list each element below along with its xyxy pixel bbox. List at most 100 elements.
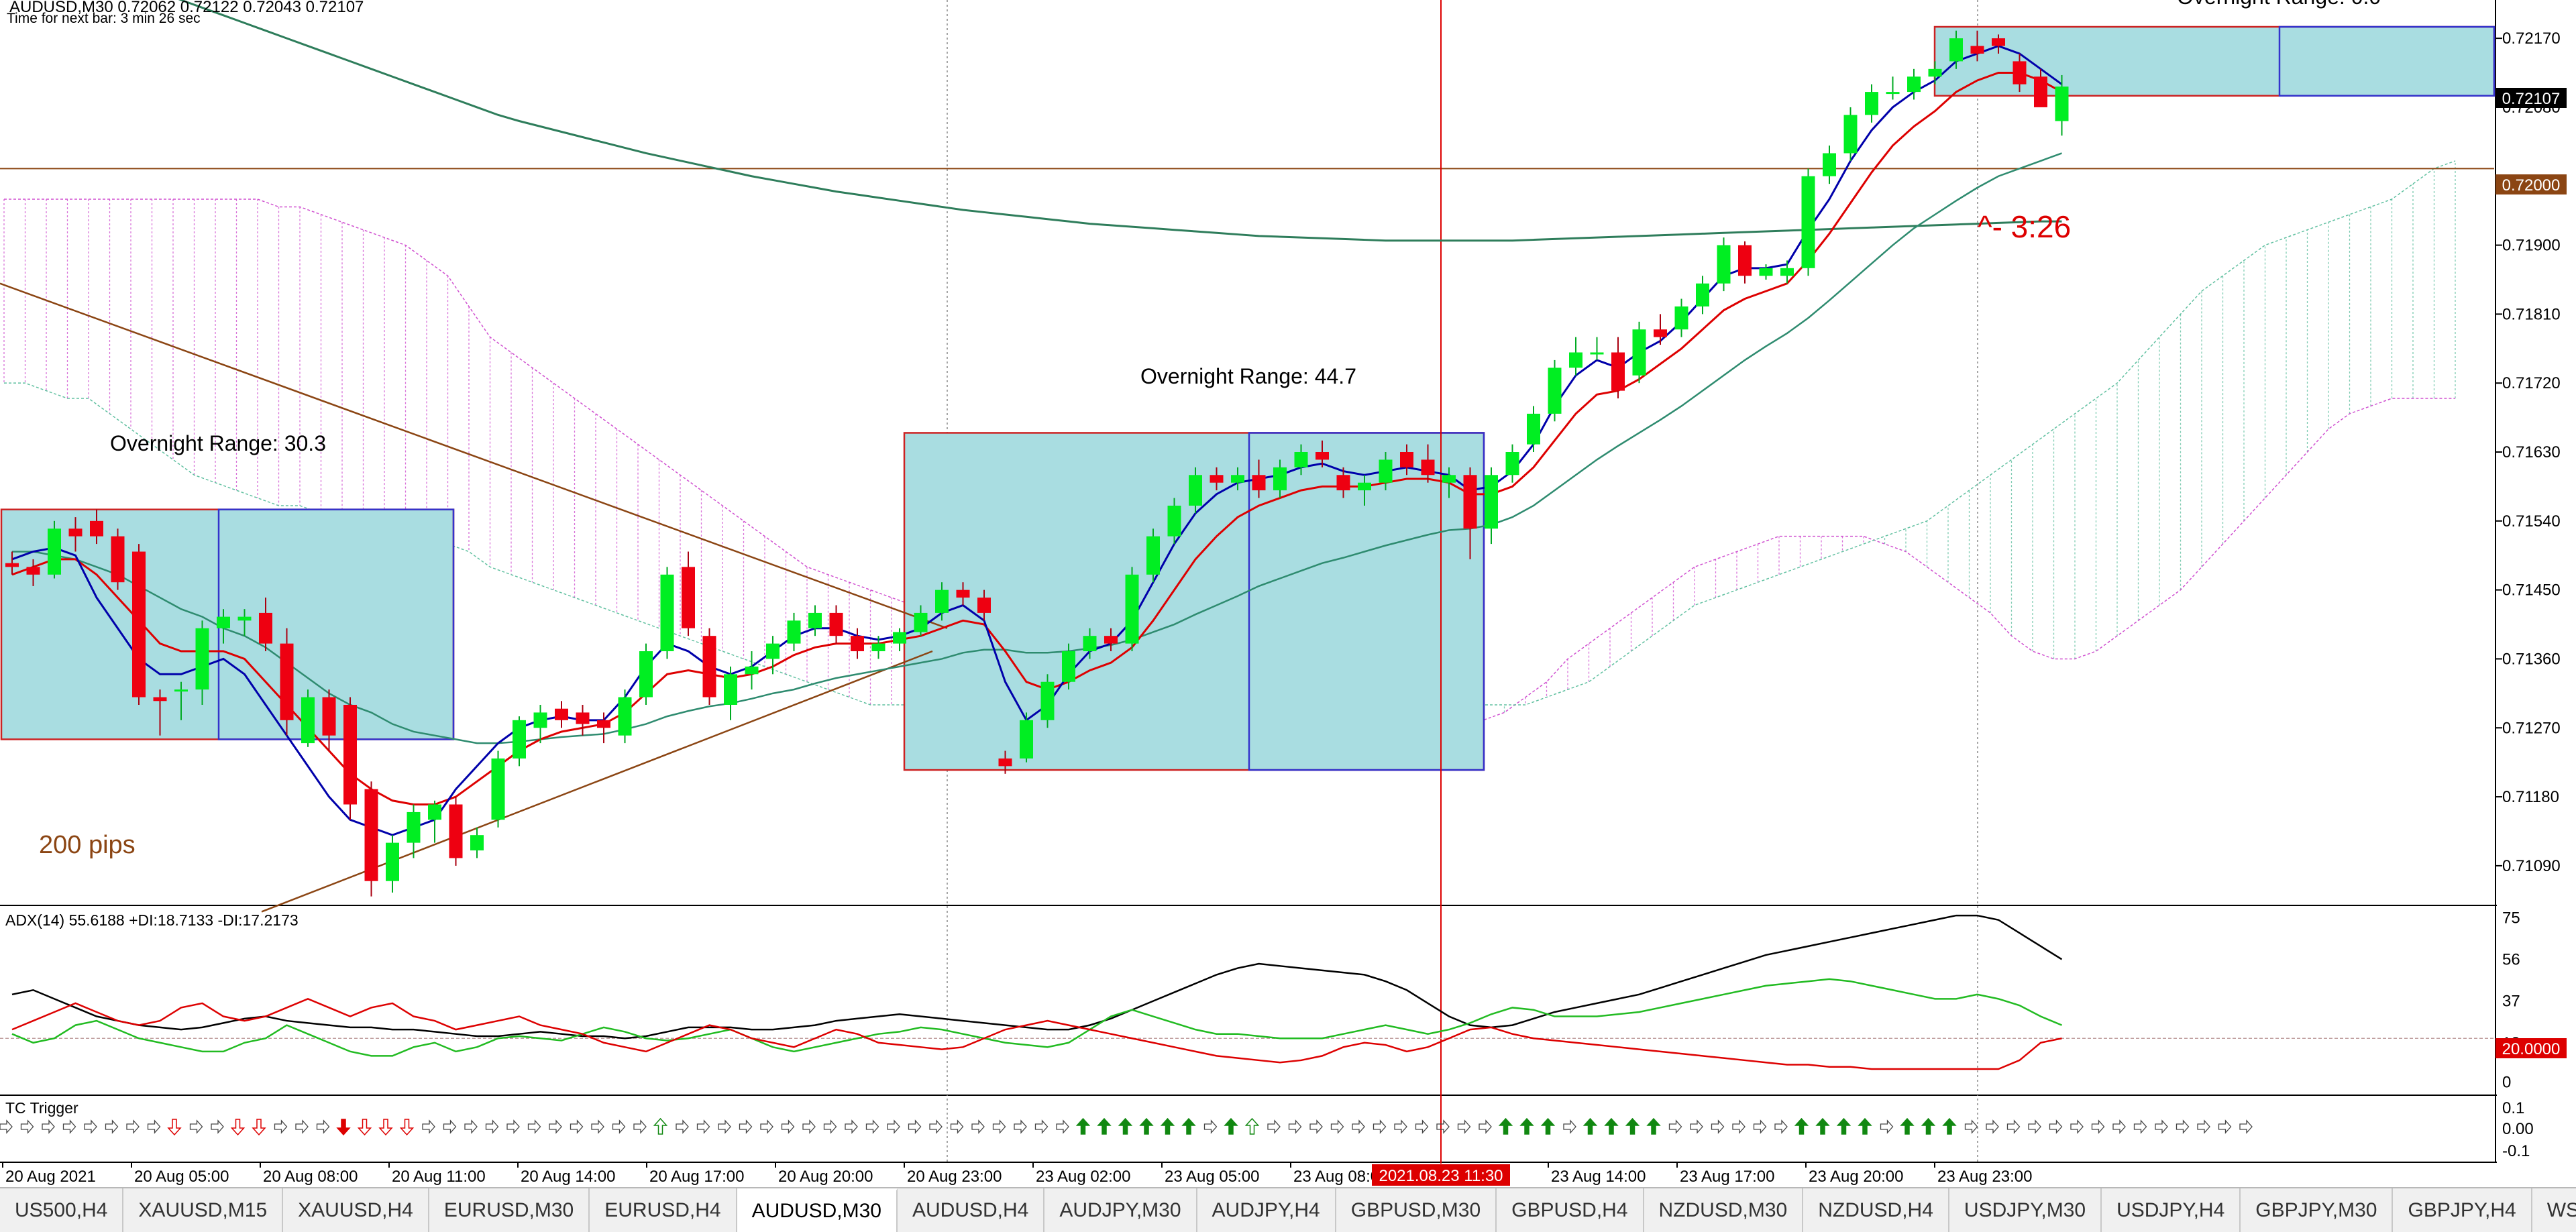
candle-body[interactable] bbox=[576, 712, 590, 724]
candle-body[interactable] bbox=[1992, 38, 2005, 46]
candle-body[interactable] bbox=[1865, 92, 1878, 115]
candle-body[interactable] bbox=[364, 789, 378, 881]
candle-body[interactable] bbox=[702, 636, 716, 697]
tab-audusd-m30[interactable]: AUDUSD,M30 bbox=[737, 1188, 898, 1232]
candle-body[interactable] bbox=[1780, 268, 1794, 276]
tab-eurusd-h4[interactable]: EURUSD,H4 bbox=[590, 1188, 737, 1232]
tab-us500-h4[interactable]: US500,H4 bbox=[0, 1188, 124, 1232]
candle-body[interactable] bbox=[745, 666, 759, 675]
candle-body[interactable] bbox=[1400, 452, 1413, 467]
candle-body[interactable] bbox=[1062, 651, 1075, 682]
candle-body[interactable] bbox=[639, 651, 653, 697]
candle-body[interactable] bbox=[1527, 413, 1540, 445]
tab-audusd-h4[interactable]: AUDUSD,H4 bbox=[898, 1188, 1045, 1232]
candle-body[interactable] bbox=[386, 842, 399, 881]
candle-body[interactable] bbox=[682, 567, 695, 628]
candle-body[interactable] bbox=[1421, 459, 1435, 475]
candle-body[interactable] bbox=[1379, 459, 1393, 483]
candle-body[interactable] bbox=[5, 563, 19, 567]
tab-audjpy-m30[interactable]: AUDJPY,M30 bbox=[1044, 1188, 1197, 1232]
candle-body[interactable] bbox=[153, 697, 167, 702]
candle-body[interactable] bbox=[1717, 245, 1731, 284]
tab-audjpy-h4[interactable]: AUDJPY,H4 bbox=[1197, 1188, 1336, 1232]
candle-body[interactable] bbox=[1801, 176, 1815, 268]
candle-body[interactable] bbox=[1463, 475, 1477, 529]
candle-body[interactable] bbox=[1970, 46, 1984, 54]
candle-body[interactable] bbox=[1294, 452, 1308, 467]
candle-body[interactable] bbox=[851, 636, 864, 652]
tab-xauusd-m15[interactable]: XAUUSD,M15 bbox=[123, 1188, 284, 1232]
candle-body[interactable] bbox=[533, 712, 547, 728]
tab-nzdusd-h4[interactable]: NZDUSD,H4 bbox=[1803, 1188, 1949, 1232]
candle-body[interactable] bbox=[956, 590, 970, 598]
candle-body[interactable] bbox=[2055, 87, 2069, 121]
tab-gbpusd-m30[interactable]: GBPUSD,M30 bbox=[1336, 1188, 1497, 1232]
candle-body[interactable] bbox=[597, 720, 610, 728]
tab-usdjpy-h4[interactable]: USDJPY,H4 bbox=[2102, 1188, 2241, 1232]
candle-body[interactable] bbox=[1907, 76, 1921, 93]
candle-body[interactable] bbox=[724, 674, 737, 705]
candle-body[interactable] bbox=[998, 758, 1012, 767]
candle-body[interactable] bbox=[2034, 76, 2047, 107]
candle-body[interactable] bbox=[174, 689, 188, 692]
candle-body[interactable] bbox=[1569, 352, 1582, 368]
tab-nzdusd-m30[interactable]: NZDUSD,M30 bbox=[1644, 1188, 1804, 1232]
candle-body[interactable] bbox=[1231, 475, 1244, 483]
candle-body[interactable] bbox=[914, 612, 928, 632]
candle-body[interactable] bbox=[871, 643, 885, 652]
candle-body[interactable] bbox=[513, 720, 526, 759]
candle-body[interactable] bbox=[449, 804, 463, 858]
candle-body[interactable] bbox=[1442, 475, 1456, 483]
candle-body[interactable] bbox=[1167, 505, 1181, 537]
candle-body[interactable] bbox=[808, 612, 822, 628]
candle-body[interactable] bbox=[1611, 352, 1625, 391]
candle-body[interactable] bbox=[195, 628, 209, 690]
candle-body[interactable] bbox=[491, 758, 505, 820]
candle-body[interactable] bbox=[660, 574, 674, 652]
candle-body[interactable] bbox=[1104, 636, 1118, 644]
candle-body[interactable] bbox=[1146, 536, 1160, 575]
chart-canvas[interactable]: 0.721700.720800.719000.718100.717200.716… bbox=[0, 0, 2576, 1187]
candle-body[interactable] bbox=[470, 835, 484, 851]
candle-body[interactable] bbox=[2012, 61, 2027, 85]
candle-body[interactable] bbox=[90, 520, 103, 537]
candle-body[interactable] bbox=[1485, 475, 1498, 529]
tab-ws[interactable]: WS bbox=[2532, 1188, 2576, 1232]
candle-body[interactable] bbox=[1696, 283, 1709, 306]
tab-usdjpy-m30[interactable]: USDJPY,M30 bbox=[1949, 1188, 2102, 1232]
candle-body[interactable] bbox=[407, 811, 421, 843]
candle-body[interactable] bbox=[766, 643, 780, 659]
candle-body[interactable] bbox=[1316, 452, 1329, 460]
candle-body[interactable] bbox=[1125, 574, 1139, 644]
candle-body[interactable] bbox=[1823, 153, 1836, 176]
candle-body[interactable] bbox=[26, 567, 40, 575]
candle-body[interactable] bbox=[1843, 115, 1858, 154]
candle-body[interactable] bbox=[1548, 368, 1562, 414]
tab-gbpusd-h4[interactable]: GBPUSD,H4 bbox=[1497, 1188, 1644, 1232]
candle-body[interactable] bbox=[1020, 720, 1033, 759]
candle-body[interactable] bbox=[428, 804, 441, 820]
candle-body[interactable] bbox=[1358, 482, 1371, 491]
candle-body[interactable] bbox=[1738, 245, 1752, 276]
candle-body[interactable] bbox=[132, 551, 146, 697]
candle-body[interactable] bbox=[787, 620, 801, 644]
candle-body[interactable] bbox=[1336, 475, 1350, 491]
candle-body[interactable] bbox=[111, 536, 125, 583]
candle-body[interactable] bbox=[935, 590, 949, 613]
candle-body[interactable] bbox=[1189, 475, 1202, 506]
candle-body[interactable] bbox=[1505, 452, 1519, 475]
candle-body[interactable] bbox=[259, 612, 272, 644]
tab-gbpjpy-h4[interactable]: GBPJPY,H4 bbox=[2393, 1188, 2532, 1232]
candle-body[interactable] bbox=[48, 528, 61, 575]
tab-xauusd-h4[interactable]: XAUUSD,H4 bbox=[283, 1188, 429, 1232]
candle-body[interactable] bbox=[1210, 475, 1224, 483]
candle-body[interactable] bbox=[1886, 92, 1900, 95]
candle-body[interactable] bbox=[977, 598, 991, 613]
candle-body[interactable] bbox=[1632, 329, 1646, 376]
candle-body[interactable] bbox=[1674, 306, 1688, 330]
candle-body[interactable] bbox=[1928, 68, 1942, 77]
candle-body[interactable] bbox=[1654, 329, 1667, 337]
candle-body[interactable] bbox=[1252, 475, 1266, 491]
candle-body[interactable] bbox=[68, 528, 83, 537]
candle-body[interactable] bbox=[301, 697, 315, 744]
